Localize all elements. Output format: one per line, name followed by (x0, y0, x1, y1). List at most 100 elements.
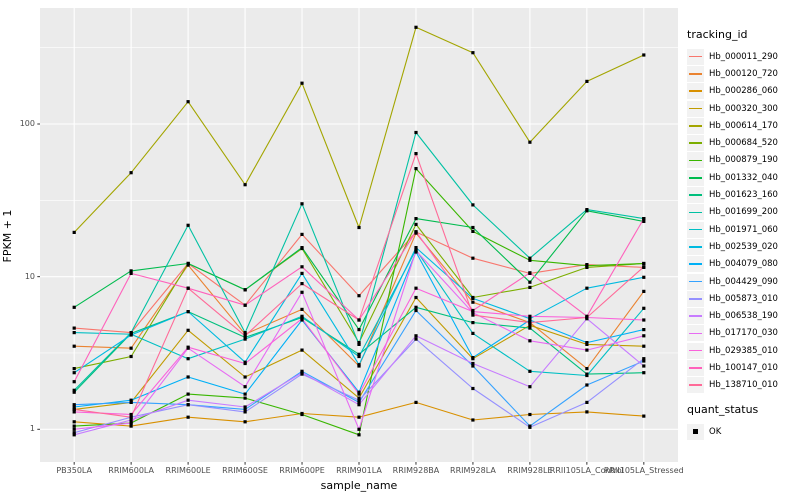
data-point (129, 171, 133, 175)
data-point (243, 392, 247, 396)
data-point (642, 414, 646, 418)
data-point (471, 300, 475, 304)
data-point (585, 342, 589, 346)
data-point (414, 400, 418, 404)
legend: tracking_id Hb_000011_290 Hb_000120_720 Hb… (687, 28, 799, 440)
data-point (414, 305, 418, 309)
data-point (585, 383, 589, 387)
legend-key (687, 135, 704, 152)
legend-item-label: Hb_004079_080 (709, 259, 778, 270)
data-point (642, 217, 646, 221)
data-point (129, 333, 133, 337)
data-point (72, 431, 76, 435)
data-point (585, 264, 589, 268)
legend-item-label: Hb_100147_010 (709, 362, 778, 373)
data-point (642, 53, 646, 57)
data-point (642, 275, 646, 279)
legend-key (687, 342, 704, 359)
data-point (357, 363, 361, 367)
legend-line-swatch-icon (689, 349, 702, 352)
data-point (528, 412, 532, 417)
data-point (129, 271, 133, 275)
data-point (72, 420, 76, 424)
data-point (300, 81, 304, 85)
data-point (300, 232, 304, 236)
x-tick-label: RRIM600PE (279, 466, 325, 475)
data-point (129, 424, 133, 428)
data-point (585, 79, 589, 83)
data-point (186, 375, 190, 379)
data-point (471, 364, 475, 368)
data-point (471, 296, 475, 300)
data-point (300, 314, 304, 318)
data-point (471, 321, 475, 325)
legend-item-label: Hb_006538_190 (709, 311, 778, 322)
data-point (414, 25, 418, 29)
data-point (471, 386, 475, 391)
data-point (528, 280, 532, 284)
legend-line-swatch-icon (689, 263, 702, 265)
data-point (72, 388, 76, 392)
data-point (642, 359, 646, 363)
data-point (300, 412, 304, 417)
data-point (186, 398, 190, 402)
data-point (186, 261, 190, 266)
data-point (414, 167, 418, 171)
data-point (72, 367, 76, 371)
data-point (471, 361, 475, 366)
data-point (72, 390, 76, 394)
data-point (129, 415, 133, 419)
legend-key (687, 48, 704, 65)
data-point (357, 328, 361, 332)
data-point (585, 410, 589, 414)
data-point (357, 433, 361, 437)
legend-key (687, 187, 704, 204)
legend-title-quant-status: quant_status (687, 402, 759, 416)
data-point (414, 295, 418, 300)
legend-item: Hb_000286_060 (687, 83, 799, 100)
legend-item-label: Hb_017170_030 (709, 328, 778, 339)
legend-key (687, 65, 704, 82)
data-point (528, 285, 532, 289)
legend-key (687, 359, 704, 376)
data-point (471, 418, 475, 422)
legend-item: Hb_004429_090 (687, 273, 799, 290)
data-point (186, 286, 190, 290)
data-point (243, 385, 247, 389)
legend-key (687, 273, 704, 290)
data-point (243, 337, 247, 341)
data-point (357, 427, 361, 431)
data-point (186, 415, 190, 419)
data-point (72, 305, 76, 309)
data-point (300, 282, 304, 286)
data-point (72, 433, 76, 437)
legend-item: Hb_000684_520 (687, 134, 799, 152)
legend-key (687, 377, 704, 394)
legend-item-label: Hb_000684_520 (709, 138, 778, 149)
data-point (300, 307, 304, 311)
y-tick-label: 1 (29, 424, 35, 434)
data-point (528, 271, 532, 275)
data-point (528, 258, 532, 262)
legend-item-label: Hb_000011_290 (709, 51, 778, 62)
legend-item-label: Hb_001332_040 (709, 172, 778, 183)
data-point (243, 375, 247, 379)
data-point (129, 418, 133, 422)
data-point (414, 230, 418, 234)
legend-item: Hb_005873_010 (687, 290, 799, 307)
legend-key (687, 117, 704, 134)
data-point (357, 341, 361, 345)
data-point (243, 420, 247, 424)
data-point (528, 326, 532, 330)
legend-item: Hb_100147_010 (687, 359, 799, 376)
legend-key (687, 290, 704, 307)
data-point (357, 400, 361, 404)
data-point (357, 354, 361, 359)
data-point (300, 317, 304, 321)
y-tick-label: 10 (24, 271, 35, 281)
x-tick-label: RRIM600LA (108, 466, 155, 475)
data-point (72, 344, 76, 348)
y-tick-label: 100 (19, 119, 35, 128)
legend-line-swatch-icon (689, 315, 702, 317)
